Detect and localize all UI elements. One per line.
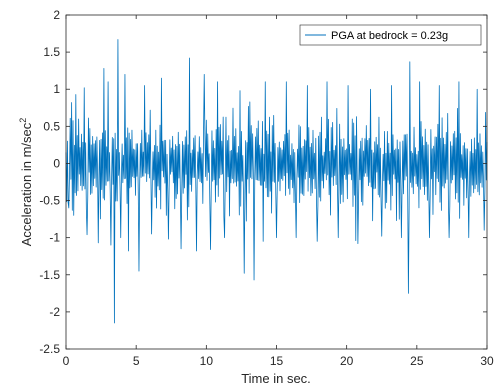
- x-tick-label: 25: [410, 354, 424, 368]
- x-tick-label: 15: [270, 354, 284, 368]
- y-axis-label-superscript: 2: [18, 118, 28, 123]
- series-layer: [65, 39, 488, 324]
- x-axis-label: Time in sec.: [241, 371, 311, 386]
- y-tick-label: -1.5: [39, 268, 60, 282]
- x-tick-label: 30: [480, 354, 494, 368]
- x-tick-label: 0: [63, 354, 70, 368]
- y-tick-label: -2: [49, 305, 60, 319]
- y-axis-label: Acceleration in m/sec2: [18, 118, 34, 247]
- y-axis-label-text: Acceleration in m/sec: [19, 122, 34, 246]
- y-tick-label: -0.5: [39, 194, 60, 208]
- y-tick-label: 0.5: [43, 119, 60, 133]
- series-line-pga-bedrock: [65, 39, 488, 324]
- y-tick-label: 2: [53, 8, 60, 22]
- plot-area: [66, 15, 487, 349]
- x-axis-ticks: 0 5 10 15 20 25 30: [63, 15, 494, 368]
- x-tick-label: 20: [340, 354, 354, 368]
- y-tick-label: -2.5: [39, 342, 60, 356]
- legend-entry-label: PGA at bedrock = 0.23g: [331, 30, 448, 42]
- y-axis-ticks: -2.5 -2 -1.5 -1 -0.5 0 0.5 1 1.5 2: [39, 8, 487, 356]
- x-tick-label: 10: [200, 354, 214, 368]
- y-tick-label: 1.5: [43, 45, 60, 59]
- legend: PGA at bedrock = 0.23g: [299, 24, 482, 46]
- y-tick-label: 0: [53, 156, 60, 170]
- legend-box: [299, 24, 482, 46]
- y-tick-label: -1: [49, 231, 60, 245]
- x-tick-label: 5: [133, 354, 140, 368]
- y-tick-label: 1: [53, 82, 60, 96]
